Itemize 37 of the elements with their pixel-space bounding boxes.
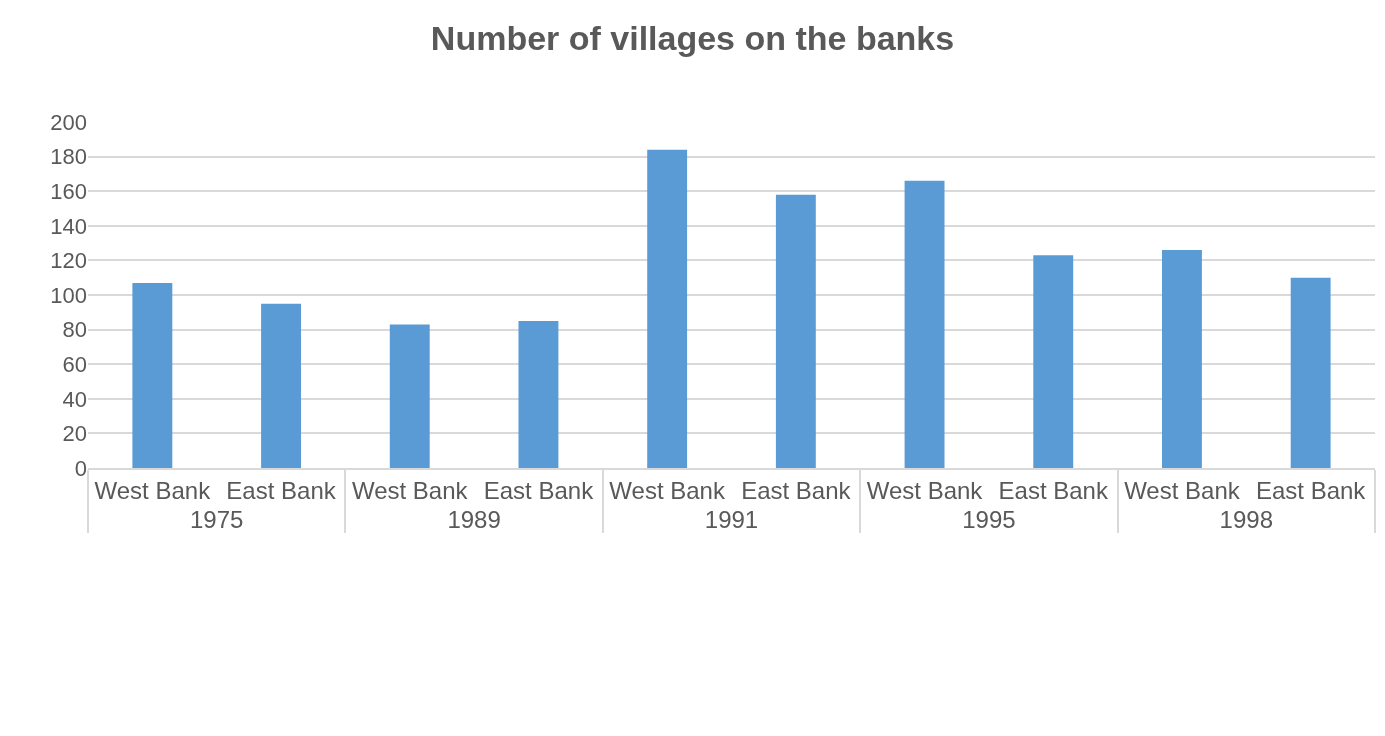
text: East Bank	[998, 476, 1108, 504]
y-tick-label: 160	[50, 178, 87, 204]
text: East Bank	[1255, 476, 1366, 504]
bar	[261, 303, 301, 468]
text: West Bank	[866, 476, 983, 504]
y-tick-label: 120	[50, 248, 87, 274]
series-label: West Bank	[94, 476, 212, 504]
text: West Bank	[609, 476, 725, 504]
bar	[1033, 255, 1074, 468]
y-tick-label: 80	[62, 317, 87, 343]
bar	[1290, 277, 1331, 468]
y-tick-label: 180	[50, 144, 87, 170]
series-label: East Bank	[226, 476, 337, 504]
bar	[647, 149, 688, 468]
x-tick-label: 1989	[447, 505, 501, 533]
text: East Bank	[741, 476, 851, 504]
x-tick-label: 1991	[704, 505, 759, 533]
bar	[132, 282, 173, 468]
bar	[389, 324, 430, 468]
bar	[518, 320, 559, 468]
x-tick-label: 1998	[1219, 505, 1273, 533]
y-tick-label: 100	[50, 282, 87, 308]
text: East Bank	[483, 476, 594, 504]
text: West Bank	[1124, 476, 1240, 504]
bar	[904, 180, 945, 468]
x-tick-label: 1995	[962, 505, 1016, 533]
y-tick-label: 20	[62, 421, 87, 447]
y-tick-label: 40	[62, 386, 87, 412]
bar	[775, 194, 816, 468]
x-tick-label: 1975	[190, 505, 244, 533]
y-tick-label: 60	[62, 351, 87, 377]
text: West Bank	[351, 476, 468, 504]
y-tick-label: 200	[50, 109, 87, 135]
bar	[1162, 250, 1202, 468]
y-tick-label: 140	[50, 213, 87, 239]
y-tick-label: 0	[74, 455, 87, 481]
chart-title: Number of villages on the banks	[430, 18, 955, 57]
